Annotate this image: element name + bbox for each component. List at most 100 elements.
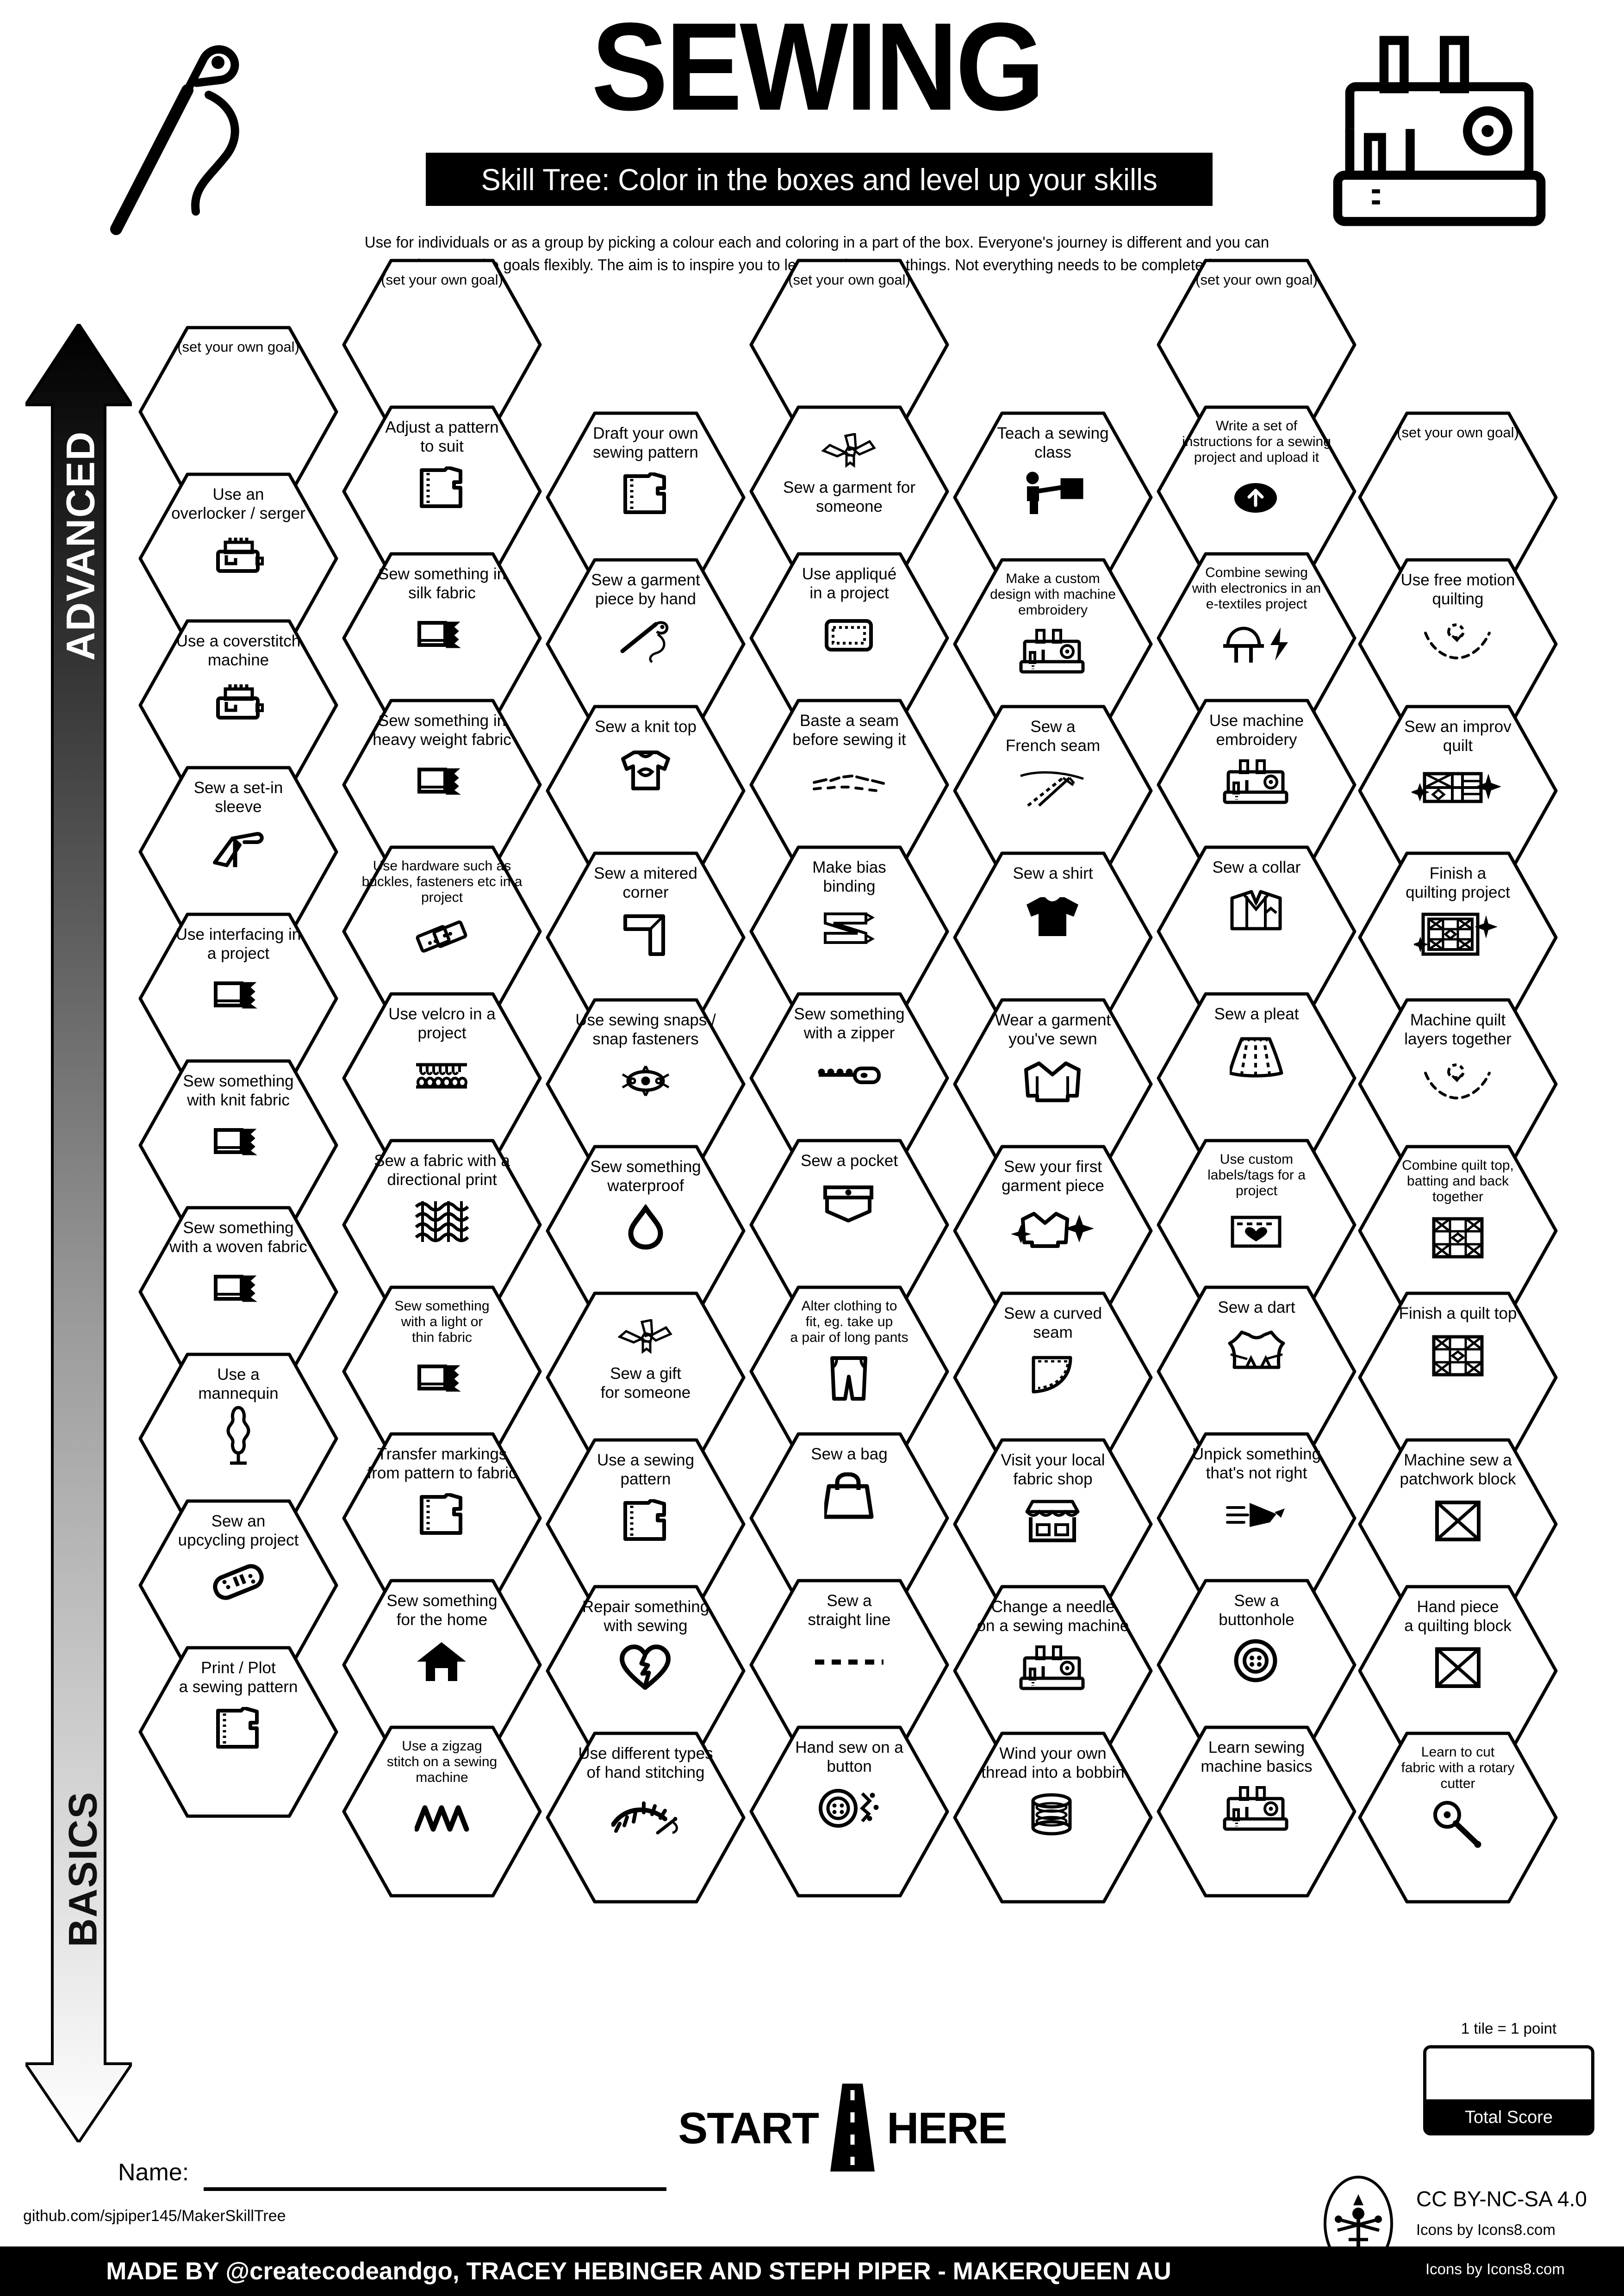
skill-tile[interactable]: Sew a garment piece by hand xyxy=(544,556,747,732)
fabric-bolt-icon xyxy=(152,1261,324,1316)
pattern-piece-icon xyxy=(152,1701,324,1756)
skill-tile[interactable]: Hand piece a quilting block xyxy=(1356,1583,1560,1759)
patchwork-block-icon xyxy=(1372,1640,1544,1695)
skill-tile[interactable]: Use different types of hand stitching xyxy=(544,1730,747,1905)
skill-tile-label: Use different types of hand stitching xyxy=(578,1744,713,1781)
skill-tile[interactable]: Sew a pleat xyxy=(1155,990,1358,1166)
skill-tile[interactable]: Sew a curved seam xyxy=(951,1290,1155,1465)
skill-tile-label: Sew a buttonhole xyxy=(1219,1592,1294,1629)
fabric-bolt-icon xyxy=(152,1114,324,1170)
sweater-sparkle-icon xyxy=(967,1200,1139,1255)
skill-tile[interactable]: Learn sewing machine basics xyxy=(1155,1724,1358,1899)
name-field-row[interactable]: Name: xyxy=(118,2159,673,2191)
skill-tile-label: Sew a knit top xyxy=(595,718,697,736)
skill-tile-label: Use a zigzag stitch on a sewing machine xyxy=(386,1738,498,1786)
skill-tile[interactable]: Unpick something that's not right xyxy=(1155,1430,1358,1606)
fabric-bolt-icon xyxy=(356,607,528,663)
skill-tile[interactable]: Adjust a pattern to suit xyxy=(340,403,544,579)
skill-tile-label: Sew something waterproof xyxy=(590,1158,701,1195)
skill-tile[interactable]: Sew a garment for someone xyxy=(747,403,951,579)
sewing-machine-icon xyxy=(967,623,1139,679)
pocket-icon xyxy=(763,1175,935,1231)
skill-tile[interactable]: Sew a bag xyxy=(747,1430,951,1606)
skill-tile-label: Visit your local fabric shop xyxy=(1001,1451,1105,1488)
skill-tile[interactable]: Hand sew on a button xyxy=(747,1724,951,1899)
sewing-machine-icon xyxy=(1170,754,1343,809)
water-drop-icon xyxy=(560,1200,732,1255)
skill-tile-label: Baste a seam before sewing it xyxy=(792,712,906,749)
skill-tile[interactable]: Sew a shirt xyxy=(951,850,1155,1025)
skill-tile-label: (set your own goal) xyxy=(177,339,299,355)
level-gradient-arrow: ADVANCED BASICS xyxy=(25,324,132,2142)
skill-tile[interactable]: Write a set of instructions for a sewing p… xyxy=(1155,403,1358,579)
skill-tile[interactable]: Use hardware such as buckles, fasteners e… xyxy=(340,844,544,1019)
pattern-piece-icon xyxy=(560,1493,732,1549)
skill-tile[interactable]: Sew a set-in sleeve xyxy=(137,764,340,940)
skill-tile[interactable]: (set your own goal) xyxy=(137,324,340,500)
skill-tile-label: Transfer markings from pattern to fabric xyxy=(367,1445,517,1482)
name-input-line[interactable] xyxy=(204,2187,666,2191)
overlocker-icon xyxy=(152,527,324,583)
skill-tile[interactable]: Sew something with a woven fabric xyxy=(137,1204,340,1380)
skill-tile[interactable]: Machine sew a patchwork block xyxy=(1356,1436,1560,1612)
skill-tile[interactable]: Print / Plot a sewing pattern xyxy=(137,1644,340,1820)
hand-stitching-icon xyxy=(560,1787,732,1842)
skill-tile[interactable]: Sew something in heavy weight fabric xyxy=(340,697,544,873)
skill-tile[interactable]: Use velcro in a project xyxy=(340,990,544,1166)
skill-tile[interactable]: Sew a buttonhole xyxy=(1155,1577,1358,1753)
velcro-icon xyxy=(356,1047,528,1103)
skill-tile[interactable]: Sew a mitered corner xyxy=(544,850,747,1025)
skill-tile[interactable]: Use machine embroidery xyxy=(1155,697,1358,873)
mitered-corner-icon xyxy=(560,906,732,962)
skill-tile[interactable]: Sew an upcycling project xyxy=(137,1497,340,1673)
skill-tile[interactable]: Sew something for the home xyxy=(340,1577,544,1753)
skill-tile[interactable]: Wind your own thread into a bobbin xyxy=(951,1730,1155,1905)
skill-tile[interactable]: Combine sewing with electronics in an e-te… xyxy=(1155,550,1358,726)
skill-tile[interactable]: Make a custom design with machine embroide… xyxy=(951,556,1155,732)
skill-tile[interactable]: Sew something in silk fabric xyxy=(340,550,544,726)
rotary-cutter-icon xyxy=(1372,1797,1544,1852)
skill-tile-label: (set your own goal) xyxy=(788,272,910,288)
skill-tile-label: Wear a garment you've sewn xyxy=(995,1011,1111,1048)
bobbin-icon xyxy=(967,1787,1139,1842)
skill-tile-label: Sew an upcycling project xyxy=(178,1512,299,1549)
house-icon xyxy=(356,1634,528,1689)
skill-tile[interactable]: Machine quilt layers together xyxy=(1356,996,1560,1172)
skill-tile-label: Hand piece a quilting block xyxy=(1404,1598,1512,1635)
skill-tile[interactable]: Use a coverstitch machine xyxy=(137,617,340,793)
fabric-bolt-icon xyxy=(152,968,324,1023)
mended-heart-icon xyxy=(560,1640,732,1695)
github-url[interactable]: github.com/sjpiper145/MakerSkillTree xyxy=(23,2207,286,2225)
gift-bow-icon xyxy=(763,423,935,478)
skill-tile[interactable]: Sew something with a light or thin fabric xyxy=(340,1284,544,1459)
skill-tile[interactable]: Transfer markings from pattern to fabric xyxy=(340,1430,544,1606)
score-entry-area[interactable] xyxy=(1426,2048,1591,2099)
footer-bar: MADE BY @createcodeandgo, TRACEY HEBINGE… xyxy=(0,2246,1624,2296)
total-score-box[interactable]: Total Score xyxy=(1423,2045,1594,2135)
skill-tile[interactable]: Use custom labels/tags for a project xyxy=(1155,1137,1358,1313)
skill-tile-label: Use velcro in a project xyxy=(388,1005,496,1042)
skill-tile[interactable]: Use a mannequin xyxy=(137,1351,340,1527)
skill-tile[interactable]: Sew a pocket xyxy=(747,1137,951,1313)
skill-tile[interactable]: Use free motion quilting xyxy=(1356,556,1560,732)
skill-tile[interactable]: Sew something with a zipper xyxy=(747,990,951,1166)
skill-tile[interactable]: Sew a gift for someone xyxy=(544,1290,747,1465)
skill-tile[interactable]: Finish a quilting project xyxy=(1356,850,1560,1025)
skill-tile[interactable]: Sew something waterproof xyxy=(544,1143,747,1319)
sleeve-icon xyxy=(152,821,324,876)
skill-tile-label: Sew a shirt xyxy=(1013,864,1093,882)
skill-tile[interactable]: Use sewing snaps / snap fasteners xyxy=(544,996,747,1172)
overlocker-icon xyxy=(152,674,324,730)
seam-ripper-icon xyxy=(1170,1487,1343,1543)
french-seam-icon xyxy=(967,760,1139,815)
skill-tile[interactable]: (set your own goal) xyxy=(1155,257,1358,433)
skill-tile[interactable]: Change a needle on a sewing machine xyxy=(951,1583,1155,1759)
skill-tile[interactable]: Use a zigzag stitch on a sewing machine xyxy=(340,1724,544,1899)
shop-icon xyxy=(967,1493,1139,1549)
skill-tile[interactable]: Learn to cut fabric with a rotary cutter xyxy=(1356,1730,1560,1905)
buttonhole-icon xyxy=(1170,1634,1343,1689)
skill-tile[interactable]: Finish a quilt top xyxy=(1356,1290,1560,1465)
skill-tile[interactable]: Sew a knit top xyxy=(544,703,747,879)
skill-tile[interactable]: Sew an improv quilt xyxy=(1356,703,1560,879)
